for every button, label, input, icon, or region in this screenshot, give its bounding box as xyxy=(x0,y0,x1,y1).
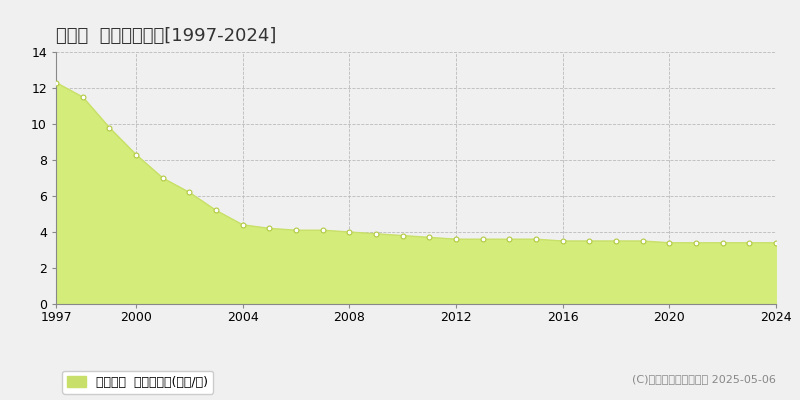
Text: 長柄町  基準地価推移[1997-2024]: 長柄町 基準地価推移[1997-2024] xyxy=(56,27,276,45)
Text: (C)土地価格ドットコム 2025-05-06: (C)土地価格ドットコム 2025-05-06 xyxy=(632,374,776,384)
Legend: 基準地価  平均坊単価(万円/坊): 基準地価 平均坊単価(万円/坊) xyxy=(62,370,213,394)
